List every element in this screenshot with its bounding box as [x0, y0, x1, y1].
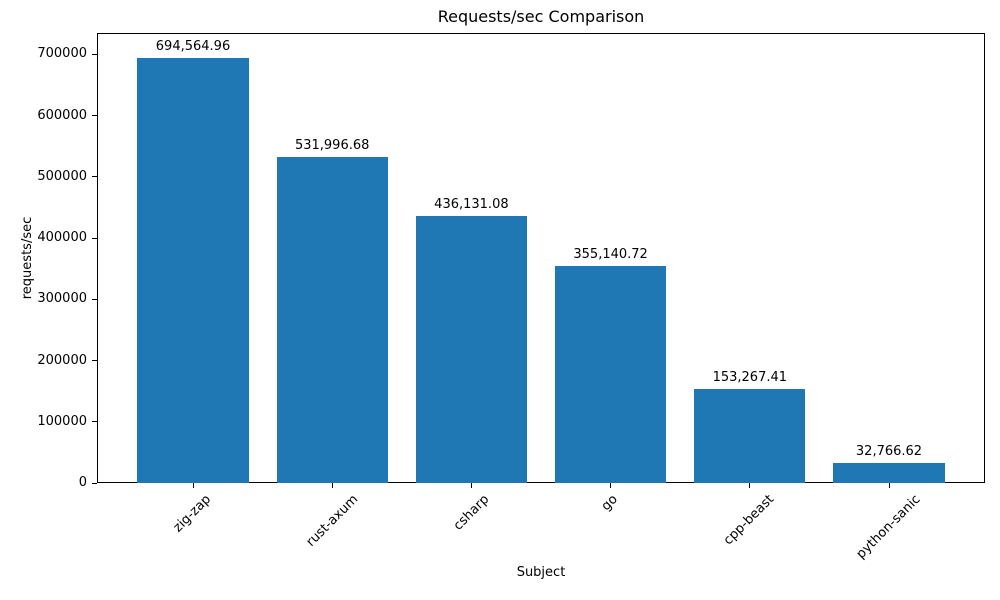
y-tick-mark — [92, 298, 97, 300]
y-tick-mark — [92, 482, 97, 484]
y-tick-label: 500000 — [37, 168, 87, 184]
x-tick-mark — [470, 483, 472, 488]
bar-value-label: 531,996.68 — [294, 138, 370, 154]
y-tick-label: 100000 — [37, 413, 87, 429]
x-tick-label-text: rust-axum — [303, 492, 361, 550]
y-tick-label: 200000 — [37, 352, 87, 368]
y-tick-mark — [92, 360, 97, 362]
y-tick-label: 0 — [78, 475, 87, 490]
bar — [276, 157, 388, 483]
bar-value-label: 694,564.96 — [155, 38, 231, 54]
x-axis-label: Subject — [516, 565, 566, 580]
y-tick-mark — [92, 53, 97, 55]
x-tick-mark — [610, 483, 612, 488]
bar-value-label: 32,766.62 — [855, 443, 923, 459]
x-tick-mark — [331, 483, 333, 488]
bar — [137, 57, 249, 483]
y-tick-mark — [92, 237, 97, 239]
x-tick-mark — [888, 483, 890, 488]
y-tick-label: 700000 — [37, 46, 87, 62]
x-tick-label-text: zig-zap — [170, 492, 215, 536]
x-tick-label-text: csharp — [450, 492, 492, 534]
bar — [694, 389, 806, 483]
bar — [833, 462, 945, 483]
y-tick-label: 400000 — [37, 230, 87, 246]
y-tick-mark — [92, 176, 97, 178]
x-tick-mark — [749, 483, 751, 488]
x-tick-mark — [192, 483, 194, 488]
y-tick-mark — [92, 115, 97, 117]
bar-value-label: 355,140.72 — [573, 246, 648, 262]
x-tick-label-text: go — [599, 492, 622, 515]
y-tick-mark — [92, 421, 97, 423]
chart-title: Requests/sec Comparison — [437, 7, 645, 26]
bar — [554, 265, 667, 483]
bar — [415, 215, 528, 483]
y-tick-label: 300000 — [37, 291, 87, 307]
bar-value-label: 153,267.41 — [712, 370, 788, 386]
x-tick-label-text: cpp-beast — [721, 492, 778, 549]
bar-value-label: 436,131.08 — [434, 196, 509, 212]
x-tick-label-text: python-sanic — [853, 492, 924, 562]
y-tick-label: 600000 — [37, 107, 87, 123]
